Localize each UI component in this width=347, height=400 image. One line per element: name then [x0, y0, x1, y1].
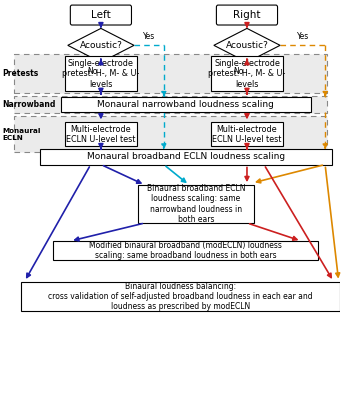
Text: Monaural narrowband loudness scaling: Monaural narrowband loudness scaling	[98, 100, 274, 109]
FancyBboxPatch shape	[14, 96, 327, 113]
FancyBboxPatch shape	[211, 56, 283, 91]
Text: Binaural loudness balancing:
cross validation of self-adjusted broadband loudnes: Binaural loudness balancing: cross valid…	[49, 282, 313, 311]
Text: Yes: Yes	[296, 32, 309, 41]
Text: Modified binaural broadband (modECLN) loudness
scaling: same broadband loudness : Modified binaural broadband (modECLN) lo…	[90, 241, 282, 260]
Text: Monaural broadband ECLN loudness scaling: Monaural broadband ECLN loudness scaling	[87, 152, 285, 162]
FancyBboxPatch shape	[61, 97, 311, 112]
FancyBboxPatch shape	[21, 282, 340, 312]
Text: No: No	[87, 67, 98, 76]
Text: Acoustic?: Acoustic?	[79, 41, 122, 50]
FancyBboxPatch shape	[14, 54, 327, 93]
Text: Multi-electrode
ECLN U-level test: Multi-electrode ECLN U-level test	[66, 124, 136, 144]
FancyBboxPatch shape	[70, 5, 132, 25]
FancyBboxPatch shape	[65, 56, 137, 91]
Text: Yes: Yes	[143, 32, 155, 41]
Text: Right: Right	[233, 10, 261, 20]
Polygon shape	[214, 28, 280, 62]
Text: Narrowband: Narrowband	[2, 100, 56, 109]
FancyBboxPatch shape	[14, 116, 327, 152]
Text: Monaural
ECLN: Monaural ECLN	[2, 128, 41, 141]
Text: Single-electrode
pretest: H-, M- & U-
levels: Single-electrode pretest: H-, M- & U- le…	[208, 59, 286, 88]
Text: No: No	[233, 67, 244, 76]
FancyBboxPatch shape	[40, 149, 332, 164]
FancyBboxPatch shape	[138, 185, 254, 223]
FancyBboxPatch shape	[211, 122, 283, 146]
Polygon shape	[68, 28, 134, 62]
Text: Binaural broadband ECLN
loudness scaling: same
narrowband loudness in
both ears: Binaural broadband ECLN loudness scaling…	[147, 184, 245, 224]
Text: Acoustic?: Acoustic?	[226, 41, 269, 50]
Text: Left: Left	[91, 10, 111, 20]
Text: Single-electrode
pretest: H-, M- & U-
levels: Single-electrode pretest: H-, M- & U- le…	[62, 59, 139, 88]
FancyBboxPatch shape	[217, 5, 278, 25]
Text: Pretests: Pretests	[2, 69, 39, 78]
FancyBboxPatch shape	[65, 122, 137, 146]
Text: Multi-electrode
ECLN U-level test: Multi-electrode ECLN U-level test	[212, 124, 282, 144]
FancyBboxPatch shape	[53, 241, 318, 260]
